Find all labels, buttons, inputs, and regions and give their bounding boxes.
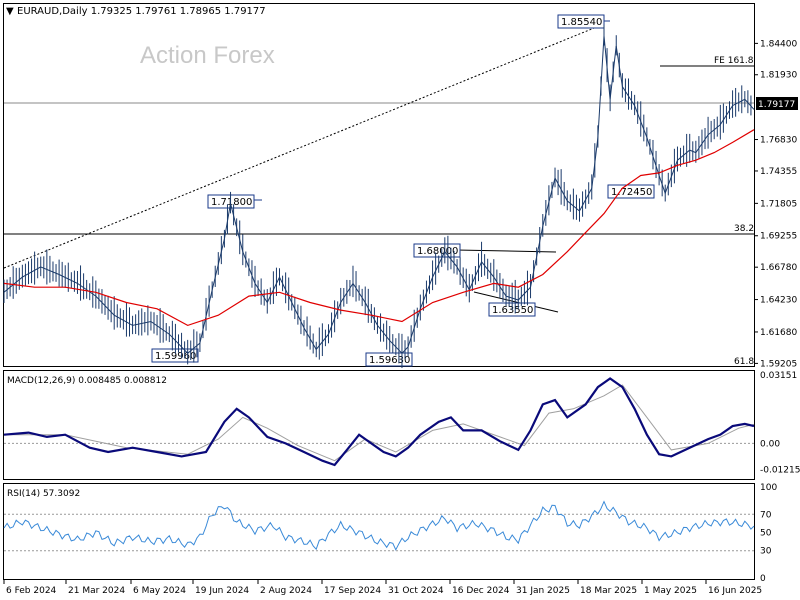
y-tick-label: 1.61680 xyxy=(760,328,797,338)
macd-y-tick-label: 0.00 xyxy=(760,439,780,449)
annot-1-72450: 1.72450 xyxy=(607,184,655,199)
x-tick-label: 18 Mar 2025 xyxy=(580,586,637,596)
y-tick-label: 1.71805 xyxy=(760,199,797,209)
annot-label: 1.59630 xyxy=(369,355,410,366)
price-y-axis: 1.84400 1.81930 1.76830 1.74355 1.71805 1.692… xyxy=(754,39,797,369)
y-tick-label: 1.76830 xyxy=(760,136,797,146)
y-tick-label: 1.81930 xyxy=(760,71,797,81)
y-tick-label: 1.64230 xyxy=(760,296,797,306)
macd-line xyxy=(3,377,755,467)
x-tick-label: 16 Jun 2025 xyxy=(708,586,762,596)
moving-average-line xyxy=(3,129,755,327)
annot-label: 1.68000 xyxy=(417,246,458,257)
channel-lower-line xyxy=(473,291,559,313)
watermark: Action Forex xyxy=(140,42,275,69)
annot-label: 1.63550 xyxy=(492,305,533,316)
annot-1-59630: 1.59630 xyxy=(365,352,413,367)
y-tick-label: 1.84400 xyxy=(760,39,797,49)
x-tick-label: 21 Mar 2024 xyxy=(68,586,125,596)
rsi-y-tick-label: 30 xyxy=(760,547,772,557)
fib-61-label: 61.8 xyxy=(734,357,754,367)
x-tick-label: 1 May 2025 xyxy=(644,586,697,596)
price-layer xyxy=(3,24,755,369)
rsi-y-tick-label: 0 xyxy=(760,574,766,584)
price-series-line xyxy=(3,35,755,355)
rsi-title: RSI(14) 57.3092 xyxy=(7,489,80,499)
macd-layer: 0.03151 0.00 -0.012158 xyxy=(3,371,800,476)
rsi-y-tick-label: 70 xyxy=(760,510,772,520)
annot-1-68000: 1.68000 xyxy=(413,243,461,258)
y-tick-label: 1.66780 xyxy=(760,263,797,273)
x-tick-label: 16 Dec 2024 xyxy=(452,586,510,596)
x-tick-label: 19 Jun 2024 xyxy=(195,586,249,596)
x-tick-label: 6 Feb 2024 xyxy=(6,586,57,596)
current-price-text: 1.79177 xyxy=(758,100,795,110)
macd-y-tick-label: 0.03151 xyxy=(760,371,797,381)
y-tick-label: 1.59205 xyxy=(760,359,797,369)
annot-1-71800: 1.71800 xyxy=(207,194,262,209)
x-axis: 6 Feb 2024 21 Mar 2024 6 May 2024 19 Jun 20… xyxy=(3,580,762,596)
rsi-y-tick-label: 100 xyxy=(760,483,777,493)
y-tick-label: 1.74355 xyxy=(760,167,797,177)
macd-y-tick-label: -0.012158 xyxy=(760,466,800,476)
macd-panel-frame xyxy=(3,370,755,480)
collapse-triangle-icon[interactable]: ▼ xyxy=(6,6,14,17)
annot-label: 1.59960 xyxy=(155,351,196,362)
rsi-line xyxy=(3,500,755,551)
fe-161-label: FE 161.8 xyxy=(714,56,754,66)
macd-title: MACD(12,26,9) 0.008485 0.008812 xyxy=(7,376,167,386)
symbol-info: EURAUD,Daily 1.79325 1.79761 1.78965 1.7… xyxy=(17,6,266,17)
rsi-panel-frame xyxy=(3,483,755,580)
x-tick-label: 2 Aug 2024 xyxy=(260,586,312,596)
x-tick-label: 31 Jan 2025 xyxy=(516,586,570,596)
annot-label: 1.71800 xyxy=(211,197,252,208)
annot-label: 1.72450 xyxy=(611,187,652,198)
x-tick-label: 17 Sep 2024 xyxy=(324,586,381,596)
current-price-tag xyxy=(756,97,798,110)
y-tick-label: 1.69255 xyxy=(760,232,797,242)
x-tick-label: 6 May 2024 xyxy=(133,586,186,596)
rsi-layer: 100 70 50 30 0 xyxy=(3,483,777,584)
rsi-y-tick-label: 50 xyxy=(760,529,772,539)
fib-38-label: 38.2 xyxy=(734,224,754,234)
annot-1-85540: 1.85540 xyxy=(557,14,610,29)
x-tick-label: 31 Oct 2024 xyxy=(388,586,444,596)
annot-label: 1.85540 xyxy=(561,17,602,28)
